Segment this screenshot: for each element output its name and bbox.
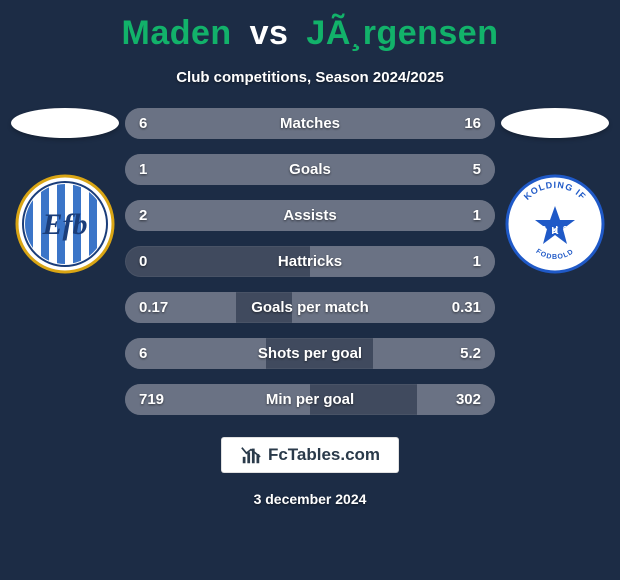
left-player-oval <box>11 108 119 138</box>
right-club-crest: KOLDING IF 18 95 K F FODBOLD <box>505 174 605 274</box>
stat-right-value: 16 <box>441 115 481 132</box>
stat-label: Goals per match <box>125 299 495 316</box>
bar-overlay: 6 16Matches <box>125 108 495 139</box>
stat-left-value: 2 <box>139 207 179 224</box>
left-side-column: Efb <box>5 108 125 274</box>
stat-left-value: 0.17 <box>139 299 179 316</box>
stat-label: Min per goal <box>125 391 495 408</box>
bar-overlay: 0 1Hattricks <box>125 246 495 277</box>
footer-date: 3 december 2024 <box>254 491 367 507</box>
subtitle: Club competitions, Season 2024/2025 <box>176 69 444 86</box>
content-row: Efb 616Matches15Goals21Assists01Hattrick… <box>0 108 620 415</box>
stat-bars-column: 616Matches15Goals21Assists01Hattricks0.1… <box>125 108 495 415</box>
stat-label: Shots per goal <box>125 345 495 362</box>
branding-badge: FcTables.com <box>221 437 399 473</box>
bar-overlay: 2 1Assists <box>125 200 495 231</box>
stat-bar: 0 1Hattricks <box>125 246 495 277</box>
stat-right-value: 0.31 <box>441 299 481 316</box>
svg-text:F: F <box>552 223 558 234</box>
stat-label: Assists <box>125 207 495 224</box>
stat-left-value: 0 <box>139 253 179 270</box>
stat-right-value: 302 <box>441 391 481 408</box>
bar-overlay: 1 5Goals <box>125 154 495 185</box>
stat-bar: 1 5Goals <box>125 154 495 185</box>
stat-left-value: 6 <box>139 345 179 362</box>
stat-left-value: 1 <box>139 161 179 178</box>
stat-label: Hattricks <box>125 253 495 270</box>
stat-left-value: 6 <box>139 115 179 132</box>
crest-kolding-icon: KOLDING IF 18 95 K F FODBOLD <box>505 174 605 274</box>
svg-text:95: 95 <box>563 225 572 234</box>
stat-bar: 719 302Min per goal <box>125 384 495 415</box>
bar-overlay: 719 302Min per goal <box>125 384 495 415</box>
right-player-oval <box>501 108 609 138</box>
stat-label: Goals <box>125 161 495 178</box>
stat-right-value: 5.2 <box>441 345 481 362</box>
right-side-column: KOLDING IF 18 95 K F FODBOLD <box>495 108 615 274</box>
stat-left-value: 719 <box>139 391 179 408</box>
left-club-crest: Efb <box>15 174 115 274</box>
title-right-name: JÃ¸rgensen <box>306 14 498 52</box>
bar-chart-icon <box>240 444 262 466</box>
crest-efb-icon: Efb <box>15 174 115 274</box>
stat-bar: 2 1Assists <box>125 200 495 231</box>
svg-text:Efb: Efb <box>42 208 88 241</box>
comparison-infographic: Maden vs JÃ¸rgensen Club competitions, S… <box>0 0 620 580</box>
stat-right-value: 5 <box>441 161 481 178</box>
stat-bar: 6 5.2Shots per goal <box>125 338 495 369</box>
svg-text:18: 18 <box>537 225 546 234</box>
title-vs: vs <box>250 14 289 52</box>
stat-bar: 0.17 0.31Goals per match <box>125 292 495 323</box>
bar-overlay: 0.17 0.31Goals per match <box>125 292 495 323</box>
title-left-name: Maden <box>122 14 232 52</box>
stat-right-value: 1 <box>441 253 481 270</box>
stat-bar: 6 16Matches <box>125 108 495 139</box>
stat-right-value: 1 <box>441 207 481 224</box>
bar-overlay: 6 5.2Shots per goal <box>125 338 495 369</box>
page-title: Maden vs JÃ¸rgensen <box>122 14 499 53</box>
branding-text: FcTables.com <box>268 445 380 465</box>
stat-label: Matches <box>125 115 495 132</box>
